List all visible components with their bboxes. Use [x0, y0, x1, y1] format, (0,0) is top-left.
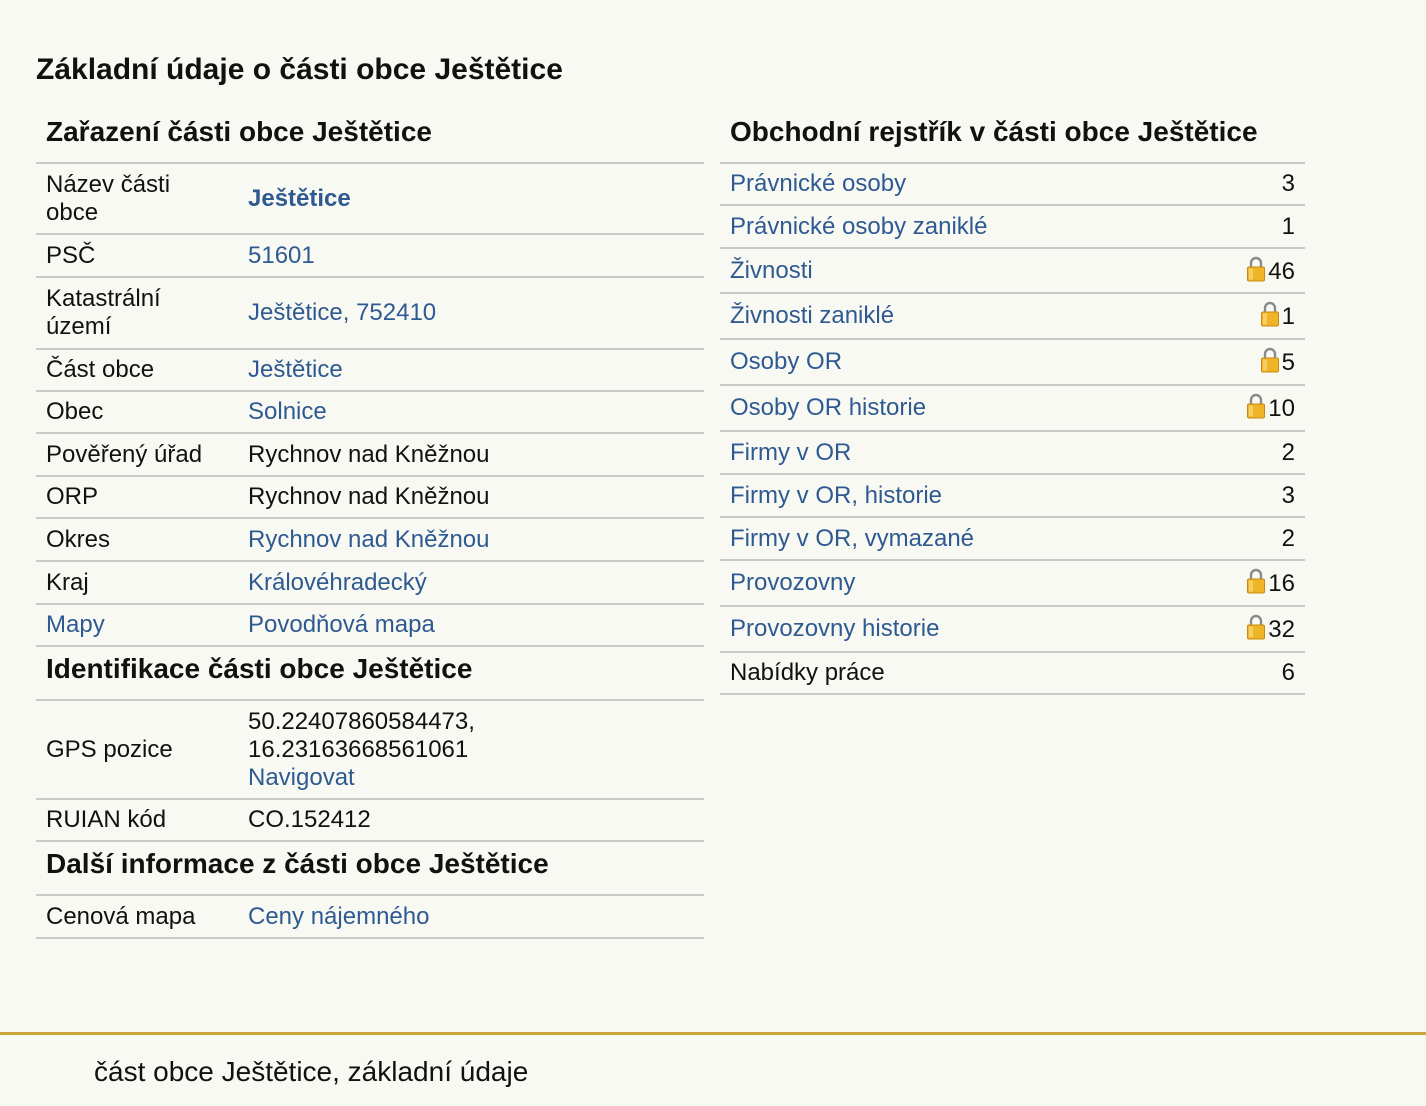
lock-icon	[1246, 256, 1266, 282]
rent-prices-link[interactable]: Ceny nájemného	[248, 902, 430, 930]
table-row: Provozovny 16	[720, 559, 1305, 606]
row-count: 2	[1188, 430, 1305, 474]
table-row: Živnosti zaniklé 1	[720, 292, 1305, 339]
maps-link[interactable]: Mapy	[46, 611, 105, 638]
table-row: Firmy v OR, historie 3	[720, 473, 1305, 517]
table-row: Právnické osoby zaniklé 1	[720, 204, 1305, 248]
table-row: Nabídky práce 6	[720, 651, 1305, 695]
table-row: PSČ 51601	[36, 233, 704, 277]
legal-entities-defunct-link[interactable]: Právnické osoby zaniklé	[730, 212, 988, 240]
table-row: Mapy Povodňová mapa	[36, 603, 704, 647]
cadastral-link[interactable]: Ještětice, 752410	[248, 299, 437, 326]
row-label: PSČ	[36, 233, 238, 277]
job-offers-label: Nabídky práce	[720, 651, 1189, 695]
table-row: Okres Rychnov nad Kněžnou	[36, 517, 704, 561]
table-row: Katastrální území Ještětice, 752410	[36, 276, 704, 349]
section-heading-rejstrik: Obchodní rejstřík v části obce Ještětice	[730, 116, 1258, 147]
gps-label: GPS pozice	[36, 699, 238, 799]
lock-icon	[1260, 301, 1280, 327]
price-map-label: Cenová mapa	[36, 894, 238, 939]
section-heading-dalsi: Další informace z části obce Ještětice	[46, 848, 549, 879]
row-label: Část obce	[36, 348, 238, 391]
row-count: 2	[1188, 516, 1305, 560]
premises-history-link[interactable]: Provozovny historie	[730, 615, 940, 642]
table-row: RUIAN kód CO.152412	[36, 798, 704, 842]
gps-latitude: 50.22407860584473,	[248, 707, 475, 735]
row-label: ORP	[36, 475, 238, 518]
psc-link[interactable]: 51601	[248, 241, 315, 269]
table-row: Osoby OR 5	[720, 338, 1305, 385]
table-row: Osoby OR historie 10	[720, 384, 1305, 431]
lock-icon	[1246, 568, 1266, 594]
dalsi-table: Cenová mapa Ceny nájemného	[36, 894, 704, 939]
row-label: Kraj	[36, 560, 238, 604]
table-row: Kraj Královéhradecký	[36, 560, 704, 604]
ruian-label: RUIAN kód	[36, 798, 238, 842]
row-count: 46	[1268, 257, 1295, 285]
table-row: Cenová mapa Ceny nájemného	[36, 894, 704, 939]
left-column: Zařazení části obce Ještětice Název část…	[36, 110, 704, 939]
section-heading-identifikace: Identifikace části obce Ještětice	[46, 653, 473, 684]
lock-icon	[1246, 393, 1266, 419]
row-count: 3	[1188, 162, 1305, 205]
row-label: Pověřený úřad	[36, 432, 238, 476]
zarazeni-table: Název části obce Ještětice PSČ 51601 Kat…	[36, 162, 704, 647]
footer-divider	[0, 1032, 1426, 1035]
trades-link[interactable]: Živnosti	[730, 256, 813, 284]
table-row: Firmy v OR, vymazané 2	[720, 516, 1305, 560]
row-count: 1	[1281, 303, 1295, 330]
rejstrik-table: Právnické osoby 3 Právnické osoby zanikl…	[720, 162, 1305, 695]
navigate-link[interactable]: Navigovat	[248, 763, 355, 791]
lock-icon	[1260, 347, 1280, 373]
legal-entities-link[interactable]: Právnické osoby	[730, 170, 907, 197]
table-row: Provozovny historie 32	[720, 605, 1305, 652]
municipality-link[interactable]: Solnice	[248, 398, 327, 425]
region-link[interactable]: Královéhradecký	[248, 568, 427, 596]
table-row: Právnické osoby 3	[720, 162, 1305, 205]
table-row: GPS pozice 50.22407860584473, 16.2316366…	[36, 699, 704, 799]
row-label: Název části obce	[36, 162, 238, 234]
row-count: 10	[1268, 395, 1295, 422]
premises-link[interactable]: Provozovny	[730, 569, 856, 596]
companies-or-deleted-link[interactable]: Firmy v OR, vymazané	[730, 524, 975, 552]
flood-map-link[interactable]: Povodňová mapa	[248, 611, 435, 638]
table-row: Část obce Ještětice	[36, 348, 704, 391]
row-label: Okres	[36, 517, 238, 561]
identifikace-table: GPS pozice 50.22407860584473, 16.2316366…	[36, 699, 704, 842]
district-link[interactable]: Rychnov nad Kněžnou	[248, 525, 490, 553]
part-link[interactable]: Ještětice	[248, 356, 343, 383]
table-row: Název části obce Ještětice	[36, 162, 704, 234]
gps-longitude: 16.23163668561061	[248, 735, 469, 763]
row-label: Katastrální území	[36, 276, 238, 349]
section-heading-zarazeni: Zařazení části obce Ještětice	[46, 116, 432, 147]
row-value: Rychnov nad Kněžnou	[238, 475, 704, 518]
row-count: 16	[1268, 570, 1295, 597]
trades-defunct-link[interactable]: Živnosti zaniklé	[730, 302, 895, 329]
page-title: Základní údaje o části obce Ještětice	[36, 53, 563, 86]
persons-or-history-link[interactable]: Osoby OR historie	[730, 394, 927, 421]
lock-icon	[1246, 614, 1266, 640]
companies-or-history-link[interactable]: Firmy v OR, historie	[730, 481, 943, 509]
table-row: ORP Rychnov nad Kněžnou	[36, 475, 704, 518]
row-count: 3	[1188, 473, 1305, 517]
table-row: Pověřený úřad Rychnov nad Kněžnou	[36, 432, 704, 476]
right-column: Obchodní rejstřík v části obce Ještětice…	[720, 110, 1305, 695]
part-name-link[interactable]: Ještětice	[248, 184, 351, 212]
footer-text: část obce Ještětice, základní údaje	[94, 1056, 529, 1087]
table-row: Firmy v OR 2	[720, 430, 1305, 474]
row-count: 32	[1268, 616, 1295, 643]
row-count: 6	[1188, 651, 1305, 695]
row-count: 5	[1281, 349, 1295, 376]
companies-or-link[interactable]: Firmy v OR	[730, 438, 852, 466]
ruian-value: CO.152412	[238, 798, 704, 842]
table-row: Obec Solnice	[36, 390, 704, 433]
row-value: Rychnov nad Kněžnou	[238, 432, 704, 476]
row-count: 1	[1188, 204, 1305, 248]
persons-or-link[interactable]: Osoby OR	[730, 348, 843, 375]
table-row: Živnosti 46	[720, 247, 1305, 293]
row-label: Obec	[36, 390, 238, 433]
